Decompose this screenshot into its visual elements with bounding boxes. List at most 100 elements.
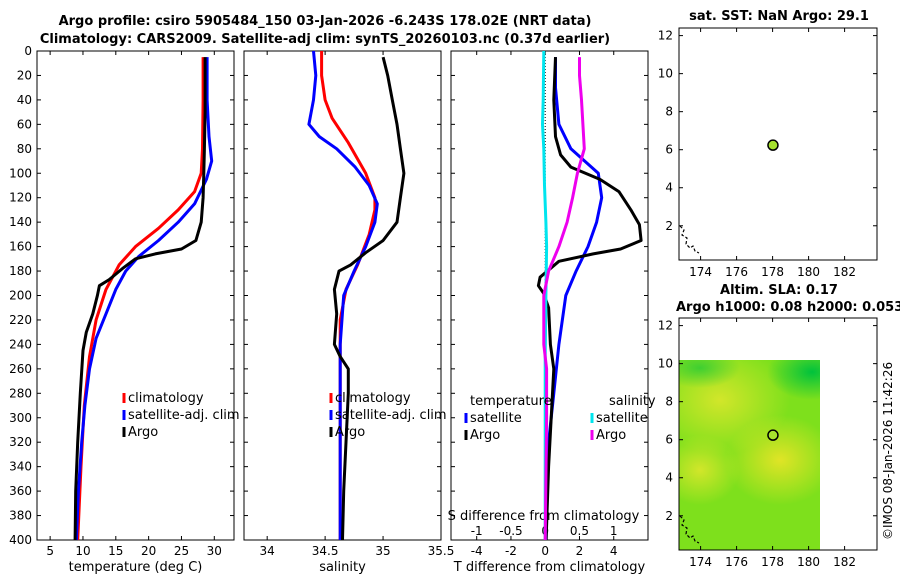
depth-tick-label: 60 (17, 117, 32, 131)
sst-map-xtick-label: 174 (689, 265, 712, 279)
legend-title-temperature: temperature (470, 394, 552, 409)
depth-tick-label: 260 (9, 362, 32, 376)
salinity-xtick-label: 34.5 (312, 544, 339, 558)
temperature-xtick-label: 15 (108, 544, 123, 558)
sla-map-ytick-label: 2 (665, 509, 673, 523)
sla-map-xtick-label: 182 (833, 555, 856, 569)
temperature-xtick-label: 30 (207, 544, 222, 558)
sdiff-axis-label: S difference from climatology (448, 509, 640, 524)
sst-map-argo-marker (767, 139, 779, 151)
series-line-satellite-adj-clim (74, 57, 214, 541)
depth-tick-label: 20 (17, 68, 32, 82)
sst-map-title: sat. SST: NaN Argo: 29.1 (689, 9, 869, 24)
depth-tick-label: 300 (9, 411, 32, 425)
sdiff-tick-label: -0.5 (499, 524, 522, 538)
depth-tick-label: 40 (17, 93, 32, 107)
sst-map-frame (678, 27, 878, 261)
legend-label: climatology (335, 391, 411, 406)
depth-tick-label: 340 (9, 460, 32, 474)
depth-tick-label: 100 (9, 166, 32, 180)
sst-map-xtick-label: 178 (761, 265, 784, 279)
depth-tick-label: 360 (9, 484, 32, 498)
sla-map-xtick-label: 180 (797, 555, 820, 569)
sla-map-xtick-label: 174 (689, 555, 712, 569)
difference-xtick-label: 4 (610, 544, 618, 558)
series-line-climatology (320, 51, 377, 540)
depth-tick-label: 380 (9, 509, 32, 523)
series-line-argo (332, 56, 406, 541)
sla-field-high-b (725, 415, 820, 505)
sla-map-argo-marker (767, 429, 779, 441)
temperature-xtick-label: 20 (141, 544, 156, 558)
series-line-temperature-argo (536, 57, 643, 541)
salinity-xtick-label: 34 (260, 544, 275, 558)
sla-map-coastline (679, 515, 700, 544)
sla-map-ytick-label: 10 (658, 357, 673, 371)
depth-tick-label: 140 (9, 215, 32, 229)
depth-tick-label: 160 (9, 240, 32, 254)
legend-label: satellite-adj. clim (335, 408, 447, 423)
difference-xtick-label: 0 (541, 544, 549, 558)
temperature-xlabel: temperature (deg C) (69, 560, 203, 575)
depth-tick-label: 80 (17, 142, 32, 156)
sst-map-xtick-label: 180 (797, 265, 820, 279)
difference-xlabel: T difference from climatology (453, 560, 646, 575)
difference-xtick-label: -2 (505, 544, 517, 558)
temperature-xtick-label: 25 (174, 544, 189, 558)
legend-label: Argo (470, 428, 500, 443)
sst-map-ytick-label: 10 (658, 67, 673, 81)
sst-map-xtick-label: 182 (833, 265, 856, 279)
sla-map-ytick-label: 4 (665, 471, 673, 485)
depth-tick-label: 320 (9, 435, 32, 449)
temperature-xtick-label: 10 (75, 544, 90, 558)
legend-label: Argo (335, 425, 365, 440)
sla-map-subtitle: Argo h1000: 0.08 h2000: 0.053 (676, 300, 900, 315)
sst-map-coastline (679, 225, 700, 254)
sla-map-ytick-label: 6 (665, 433, 673, 447)
sst-map-xtick-label: 176 (725, 265, 748, 279)
depth-tick-label: 220 (9, 313, 32, 327)
sst-map-ytick-label: 4 (665, 181, 673, 195)
series-line-argo (73, 57, 207, 541)
legend-title-salinity: salinity (609, 394, 656, 409)
legend-label: satellite (596, 411, 648, 426)
sla-map-ytick-label: 12 (658, 319, 673, 333)
series-line-satellite-adj-clim (307, 50, 379, 540)
sla-field-high-c (679, 435, 740, 505)
sla-map-xtick-label: 178 (761, 555, 784, 569)
sst-map-ytick-label: 2 (665, 219, 673, 233)
legend-label: Argo (596, 428, 626, 443)
sla-field-low-ne (767, 360, 820, 400)
sst-map-ytick-label: 8 (665, 105, 673, 119)
legend-label: satellite (470, 411, 522, 426)
depth-tick-label: 180 (9, 264, 32, 278)
sla-map-ytick-label: 8 (665, 395, 673, 409)
legend-label: climatology (128, 391, 204, 406)
difference-xtick-label: -4 (471, 544, 483, 558)
depth-tick-label: 120 (9, 191, 32, 205)
sla-map-xtick-label: 176 (725, 555, 748, 569)
figure-title-line-2: Climatology: CARS2009. Satellite-adj cli… (39, 32, 611, 47)
sla-map-frame (678, 317, 878, 551)
depth-tick-label: 280 (9, 386, 32, 400)
sla-field-low-nw (679, 360, 740, 388)
sdiff-tick-label: 0.5 (570, 524, 589, 538)
salinity-xtick-label: 35 (375, 544, 390, 558)
salinity-xtick-label: 35.5 (428, 544, 455, 558)
sdiff-tick-label: -1 (471, 524, 483, 538)
difference-xtick-label: 2 (576, 544, 584, 558)
series-line-salinity-argo (542, 57, 586, 541)
legend-label: Argo (128, 425, 158, 440)
sla-map-title: Altim. SLA: 0.17 (720, 283, 838, 298)
depth-tick-label: 240 (9, 337, 32, 351)
legend-label: satellite-adj. clim (128, 408, 240, 423)
depth-tick-label: 0 (24, 44, 32, 58)
sdiff-tick-label: 1 (610, 524, 618, 538)
salinity-xlabel: salinity (319, 560, 366, 575)
depth-tick-label: 200 (9, 289, 32, 303)
temperature-xtick-label: 5 (46, 544, 54, 558)
depth-tick-label: 400 (9, 533, 32, 547)
figure-title-line-1: Argo profile: csiro 5905484_150 03-Jan-2… (58, 14, 592, 29)
sst-map-ytick-label: 6 (665, 143, 673, 157)
